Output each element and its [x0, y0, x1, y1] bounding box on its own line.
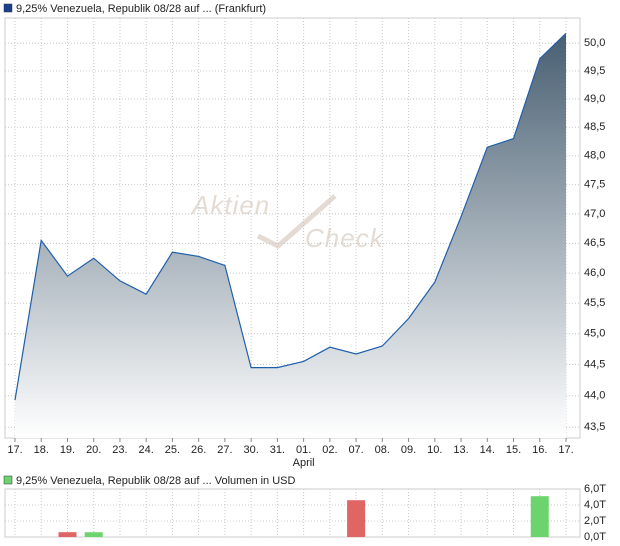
x-tick-label: 31. [270, 444, 285, 456]
x-tick-label: 10. [427, 444, 442, 456]
x-tick-label: 27. [217, 444, 232, 456]
x-tick-label: 13. [453, 444, 468, 456]
y-tick-label: 50,0 [584, 37, 605, 49]
y-tick-label: 46,5 [584, 237, 605, 249]
x-tick-label: 08. [375, 444, 390, 456]
volume-bar [58, 532, 77, 537]
x-tick-label: 30. [243, 444, 258, 456]
x-tick-label: 09. [401, 444, 416, 456]
legend-label: 9,25% Venezuela, Republik 08/28 auf ... … [16, 475, 296, 487]
area-fill [15, 33, 566, 439]
x-tick-label: 19. [60, 444, 75, 456]
x-tick-label: 02. [322, 444, 337, 456]
y-tick-label: 45,5 [584, 297, 605, 309]
volume-bar [84, 532, 103, 537]
volume-bar [530, 496, 549, 537]
y-tick-label: 48,0 [584, 150, 605, 162]
price-line [14, 32, 567, 401]
legend-swatch [3, 475, 13, 485]
x-tick-label: 26. [191, 444, 206, 456]
y-tick-label: 45,0 [584, 328, 605, 340]
y-tick-label: 44,0 [584, 390, 605, 402]
legend-swatch [3, 3, 13, 13]
volume-bar [347, 500, 366, 537]
x-tick-label: 15. [506, 444, 521, 456]
x-tick-label: 25. [165, 444, 180, 456]
x-tick-label: 18. [34, 444, 49, 456]
x-tick-label: 16. [532, 444, 547, 456]
x-tick-label: 24. [139, 444, 154, 456]
y-tick-label: 4,0T [584, 499, 606, 511]
y-tick-label: 43,5 [584, 421, 605, 433]
y-tick-label: 44,5 [584, 358, 605, 370]
y-tick-label: 47,5 [584, 179, 605, 191]
y-tick-label: 6,0T [584, 483, 606, 495]
y-tick-label: 0,0T [584, 531, 606, 543]
x-sublabel: April [293, 457, 315, 469]
y-tick-label: 48,5 [584, 121, 605, 133]
x-tick-label: 23. [112, 444, 127, 456]
watermark: Aktien [190, 190, 270, 220]
x-tick-label: 17. [558, 444, 573, 456]
x-tick-label: 17. [7, 444, 22, 456]
watermark: Check [305, 223, 385, 253]
x-tick-label: 01. [296, 444, 311, 456]
x-tick-label: 14. [480, 444, 495, 456]
y-tick-label: 2,0T [584, 515, 606, 527]
y-tick-label: 47,0 [584, 208, 605, 220]
y-tick-label: 49,0 [584, 93, 605, 105]
plot-frame [4, 488, 581, 538]
y-tick-label: 49,5 [584, 65, 605, 77]
legend-label: 9,25% Venezuela, Republik 08/28 auf ... … [16, 3, 266, 15]
y-tick-label: 46,0 [584, 267, 605, 279]
watermark-swoosh [256, 194, 337, 249]
x-tick-label: 07. [348, 444, 363, 456]
x-tick-label: 20. [86, 444, 101, 456]
